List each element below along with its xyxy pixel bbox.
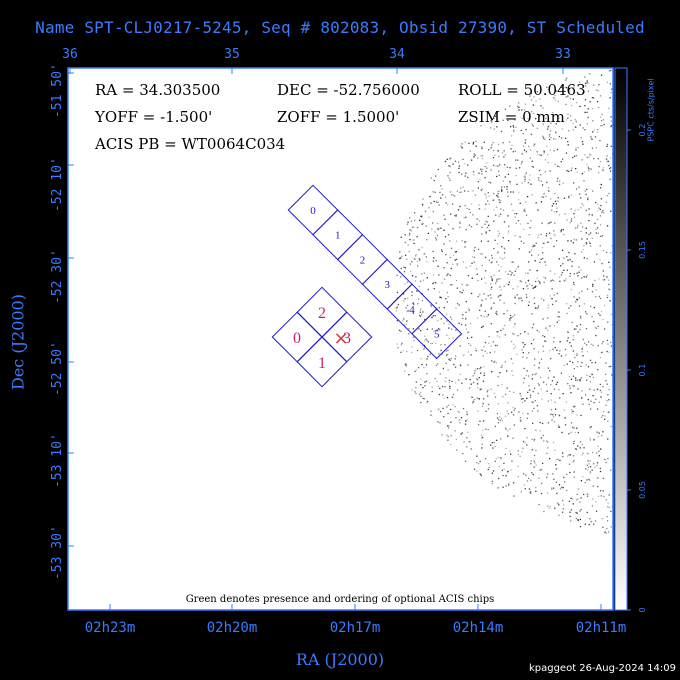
acis-i-chip xyxy=(271,311,323,363)
zoff-readout: ZOFF = 1.5000' xyxy=(277,108,399,126)
x-top-tick: 35 xyxy=(224,47,240,62)
x-bottom-tick: 02h20m xyxy=(206,620,258,636)
x-bottom-tick: 02h17m xyxy=(329,620,381,636)
acis-i-chip-label: 2 xyxy=(318,305,326,322)
x-bottom-tick: 02h11m xyxy=(575,620,627,636)
optional-chips-note: Green denotes presence and ordering of o… xyxy=(186,594,495,605)
plot-frame xyxy=(67,67,614,611)
colorbar xyxy=(615,68,627,610)
colorbar-tick-label: 0.2 xyxy=(638,124,647,137)
colorbar-tick-label: 0.1 xyxy=(638,364,647,377)
acis-s-chip-label: 5 xyxy=(434,329,440,341)
x-top-tick: 34 xyxy=(389,47,405,62)
colorbar-tick-label: 0.15 xyxy=(638,241,647,259)
aimpoint-marker: × xyxy=(333,328,348,349)
yoff-readout: YOFF = -1.500' xyxy=(94,108,212,126)
acis-s-chip-label: 0 xyxy=(310,205,316,217)
acis-s-chip-label: 4 xyxy=(409,304,415,316)
x-top-tick: 33 xyxy=(555,47,571,62)
colorbar-tick-label: 0 xyxy=(638,607,647,612)
ra-readout: RA = 34.303500 xyxy=(95,81,220,99)
acis-i-chip-label: 3 xyxy=(343,330,351,347)
acis-s-chip-label: 2 xyxy=(360,254,366,266)
xray-image xyxy=(395,69,613,534)
acis-s-chip-label: 3 xyxy=(384,279,390,291)
colorbar-label: PSPC cts/s/pixel xyxy=(646,78,656,142)
x-bottom-tick: 02h23m xyxy=(84,620,136,636)
x-bottom-tick: 02h14m xyxy=(452,620,504,636)
chart-title: Name SPT-CLJ0217-5245, Seq # 802083, Obs… xyxy=(35,18,645,37)
dec-readout: DEC = -52.756000 xyxy=(277,81,420,99)
acis-s-chip xyxy=(411,308,463,360)
acis-i-chip-label: 1 xyxy=(318,355,326,372)
footer-stamp: kpaggeot 26-Aug-2024 14:09 xyxy=(528,663,676,674)
colorbar-tick-label: 0.05 xyxy=(638,481,647,499)
plot-area xyxy=(68,68,613,610)
x-top-tick: 36 xyxy=(62,47,78,62)
colorbar-frame xyxy=(614,67,628,611)
acis-s-chip-label: 1 xyxy=(335,230,341,242)
acis-i-chip-label: 0 xyxy=(293,330,301,347)
roll-readout: ROLL = 50.0463 xyxy=(458,81,586,99)
zsim-readout: ZSIM = 0 mm xyxy=(458,108,565,126)
x-axis-label: RA (J2000) xyxy=(295,650,385,669)
acis-pb-readout: ACIS PB = WT0064C034 xyxy=(94,135,285,153)
